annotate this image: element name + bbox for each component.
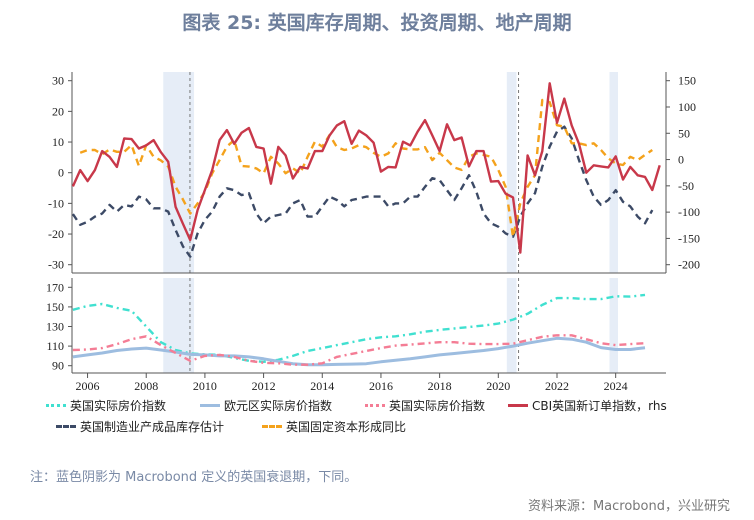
legend-label: CBI英国新订单指数，rhs [532,399,667,413]
legend-label: 英国固定资本形成同比 [286,420,407,434]
right-tick-label: -100 [678,205,700,219]
legend-marker [56,425,76,428]
legend-label: 欧元区实际房价指数 [224,399,333,413]
legend-item-uk-house-price-1: 英国实际房价指数 [46,397,166,414]
series-cbi-new-orders [71,82,661,254]
legend-item-inventory: 英国制造业产成品库存估计 [56,418,224,435]
x-tick-label: 2008 [134,379,158,393]
left-tick-label: -30 [48,258,64,272]
bottom-left-tick-label: 130 [46,320,64,334]
legend-marker [508,404,528,407]
x-tick-label: 2024 [604,379,628,393]
right-tick-label: 100 [678,100,696,114]
right-tick-label: 50 [678,126,690,140]
legend-marker [46,404,66,407]
right-tick-label: 0 [678,153,684,167]
legend-item-uk-house-price-2: 英国实际房价指数 [365,397,485,414]
x-tick-label: 2014 [310,379,334,393]
left-tick-label: -20 [48,227,64,241]
series-gfcf-yoy-points [80,100,653,237]
series-euro-house-price [72,336,646,367]
right-tick-label: -150 [678,231,700,245]
x-tick-label: 2006 [76,379,100,393]
legend-marker [365,404,385,407]
chart-source: 资料来源：Macrobond，兴业研究 [527,499,730,514]
x-tick-label: 2016 [369,379,393,393]
bottom-left-tick-label: 90 [52,359,64,373]
x-tick-label: 2022 [545,379,569,393]
left-tick-label: 20 [52,104,64,118]
series-inventory-estimate [71,125,654,258]
legend-label: 英国制造业产成品库存估计 [80,420,225,434]
left-tick-label: 10 [52,135,64,149]
series-uk-house-price-pink-points [72,335,646,365]
recession-band [163,278,195,373]
recession-band [609,72,619,273]
chart-note: 注：蓝色阴影为 Macrobond 定义的英国衰退期，下同。 [30,470,358,485]
recession-band [506,278,517,373]
chart-svg: 3020100-10-20-30150100500-50-100-150-200… [46,72,700,393]
left-tick-label: 30 [52,74,64,88]
left-tick-label: 0 [58,166,64,180]
series-gfcf-yoy [79,98,653,239]
legend-item-euro-house-price: 欧元区实际房价指数 [200,397,332,414]
series-uk-house-price-cyan-points [72,294,646,362]
x-tick-label: 2010 [193,379,217,393]
x-tick-label: 2012 [252,379,276,393]
bottom-left-tick-label: 150 [46,300,64,314]
bottom-left-tick-label: 110 [46,339,64,353]
legend-marker [200,404,220,407]
legend-item-gfcf: 英国固定资本形成同比 [262,418,406,435]
right-tick-label: 150 [678,74,696,88]
legend-label: 英国实际房价指数 [389,399,486,413]
recession-band [609,278,619,373]
right-tick-label: -200 [678,258,700,272]
series-uk-house-price-cyan [72,293,646,363]
right-tick-label: -50 [678,179,694,193]
series-inventory-estimate-points [72,126,653,257]
legend-item-cbi-orders: CBI英国新订单指数，rhs [508,397,667,414]
recession-band [506,72,517,273]
legend-marker [262,425,282,428]
x-tick-label: 2020 [486,379,510,393]
left-tick-label: -10 [48,196,64,210]
legend-label: 英国实际房价指数 [70,399,167,413]
series-cbi-new-orders-points [72,83,660,253]
series-euro-house-price-points [72,338,646,365]
chart-title: 图表 25: 英国库存周期、投资周期、地产周期 [182,12,572,34]
recession-band [163,72,195,273]
x-tick-label: 2018 [428,379,452,393]
bottom-left-tick-label: 170 [46,280,64,294]
